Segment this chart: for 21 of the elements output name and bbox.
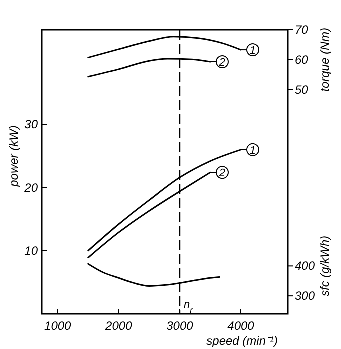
y-tick-label: 20 xyxy=(24,180,38,195)
y3-axis-title: sfc (g/kWh) xyxy=(318,236,332,297)
y3-tick-label: 300 xyxy=(295,289,316,304)
legend-label: 1 xyxy=(250,45,256,58)
y2-tick-label: 50 xyxy=(295,82,309,97)
ref-line-label: n$_{r}$ xyxy=(184,299,194,314)
x-tick-label: 4000 xyxy=(228,319,255,333)
y2-axis-title: torque (Nm) xyxy=(318,28,332,92)
legend-label: 1 xyxy=(250,144,256,157)
x-tick-label: 1000 xyxy=(44,319,72,333)
legend-label: 2 xyxy=(218,56,226,69)
y2-tick-label: 70 xyxy=(295,23,309,37)
x-axis-title: speed (min⁻¹) xyxy=(206,334,278,348)
y2-tick-label: 60 xyxy=(295,52,309,67)
y3-tick-label: 400 xyxy=(295,259,316,274)
y-tick-label: 30 xyxy=(24,118,38,132)
x-tick-label: 2000 xyxy=(104,319,133,333)
y-tick-label: 10 xyxy=(24,244,38,258)
legend-label: 2 xyxy=(218,168,226,180)
x-tick-label: 3000 xyxy=(166,319,194,333)
y-axis-title: power (kW) xyxy=(7,126,21,188)
